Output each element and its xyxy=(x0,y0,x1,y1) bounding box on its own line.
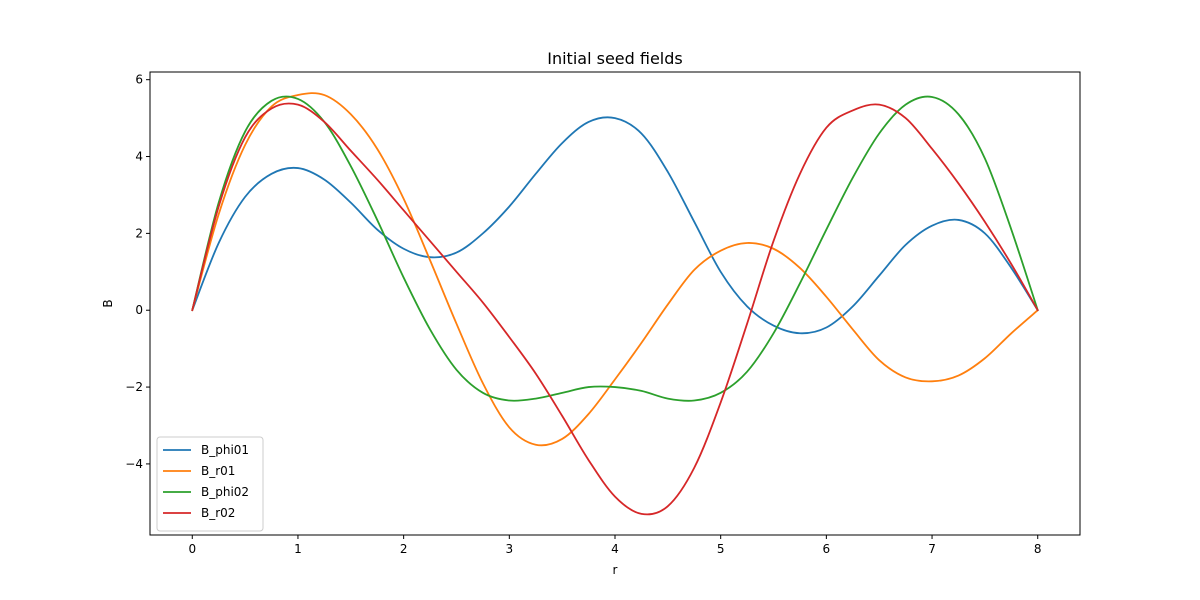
series-line-b-r01 xyxy=(191,92,1039,447)
y-tick-label: 4 xyxy=(135,150,143,164)
y-axis: −4 −2 0 2 4 6 xyxy=(125,73,150,471)
x-axis-label: r xyxy=(613,563,618,577)
legend-label-b-r02: B_r02 xyxy=(201,506,235,520)
x-tick-label: 0 xyxy=(188,542,196,556)
legend-box xyxy=(156,436,264,532)
x-tick-label: 5 xyxy=(717,542,725,556)
legend-label-b-phi01: B_phi01 xyxy=(201,443,249,457)
x-tick-label: 6 xyxy=(823,542,831,556)
legend-label-b-r01: B_r01 xyxy=(201,464,235,478)
y-tick-label: −4 xyxy=(125,457,143,471)
legend: B_phi01 B_r01 B_phi02 B_r02 xyxy=(156,436,264,532)
y-tick-label: −2 xyxy=(125,380,143,394)
series-line-b-r02 xyxy=(191,102,1039,516)
chart-title: Initial seed fields xyxy=(547,49,682,68)
y-axis-label: B xyxy=(101,299,115,307)
legend-label-b-phi02: B_phi02 xyxy=(201,485,249,499)
y-tick-label: 6 xyxy=(135,73,143,87)
x-tick-label: 7 xyxy=(928,542,936,556)
plot-series-layer xyxy=(191,92,1039,516)
y-tick-label: 2 xyxy=(135,226,143,240)
x-tick-label: 2 xyxy=(400,542,408,556)
series-line-b-phi01 xyxy=(191,116,1039,335)
y-tick-label: 0 xyxy=(135,303,143,317)
x-axis: 0 1 2 3 4 5 6 7 8 xyxy=(188,535,1042,556)
x-tick-label: 1 xyxy=(294,542,302,556)
x-tick-label: 8 xyxy=(1034,542,1042,556)
x-tick-label: 3 xyxy=(505,542,513,556)
x-tick-label: 4 xyxy=(611,542,619,556)
